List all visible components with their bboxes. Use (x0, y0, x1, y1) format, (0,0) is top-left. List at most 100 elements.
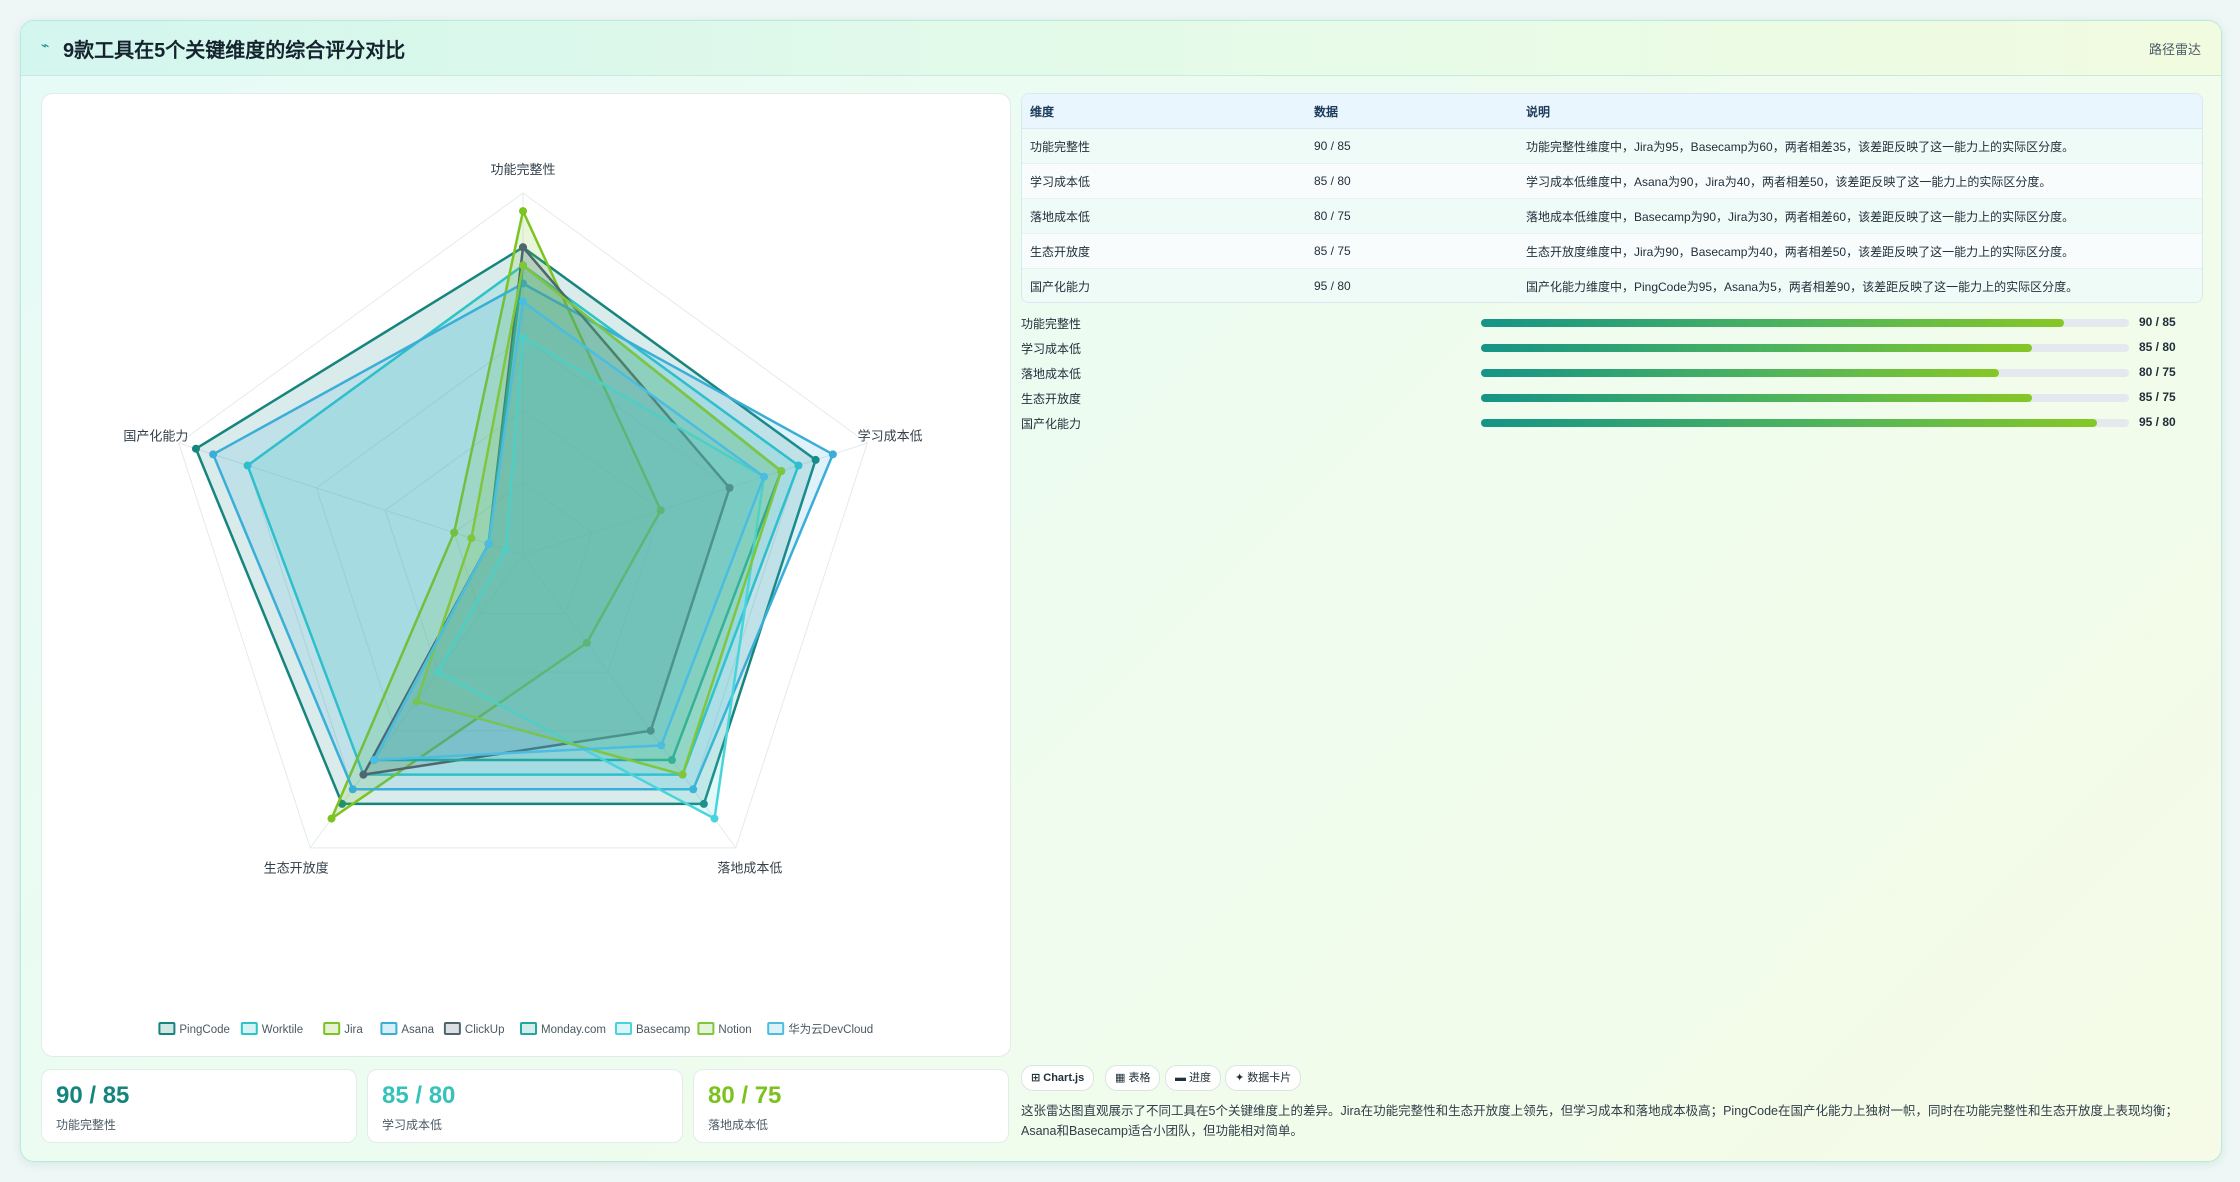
radar-point (359, 770, 368, 779)
radar-axis-label: 国产化能力 (123, 429, 188, 444)
radar-point (450, 528, 459, 537)
progress-label: 生态开放度 (1021, 392, 1082, 406)
legend-label: ClickUp (465, 1024, 505, 1036)
radar-point (519, 207, 527, 216)
header-bar: ⌁ 9款工具在5个关键维度的综合评分对比 路径雷达 (21, 21, 2221, 76)
column-header: 说明 (1518, 94, 2202, 129)
page-title: 9款工具在5个关键维度的综合评分对比 (63, 40, 406, 62)
legend-swatch (520, 1022, 537, 1035)
progress-row: 生态开放度 85 / 75 (1021, 388, 2201, 408)
radar-point (582, 638, 591, 647)
legend-label: Notion (718, 1024, 751, 1036)
progress-row: 国产化能力 95 / 80 (1021, 413, 2201, 433)
table-cell: 落地成本低 (1022, 198, 1306, 234)
legend-label: PingCode (179, 1024, 230, 1036)
legend-label: Monday.com (541, 1024, 606, 1036)
progress-row: 学习成本低 85 / 80 (1021, 338, 2201, 358)
kpi-cards: 90 / 85 功能完整性 85 / 80 学习成本低 80 / 75 落地成本… (41, 1069, 1009, 1143)
table-cell: 国产化能力 (1022, 268, 1306, 302)
radar-point (209, 450, 218, 459)
progress-bars: 功能完整性 90 / 85 学习成本低 85 / 80 落地成本低 80 / 75 生态开放… (1021, 313, 2201, 443)
data-table: 维度 数据 说明 功能完整性 90 / 85 功能完整性维度中，Jira为95，… (1022, 94, 2202, 302)
radar-point (348, 785, 357, 794)
legend-label: Worktile (262, 1024, 303, 1036)
table-cell: 国产化能力维度中，PingCode为95，Asana为5，两者相差90，该差距反… (1518, 268, 2202, 302)
radar-spoke (522, 442, 868, 556)
radar-point (501, 545, 510, 554)
radar-point (467, 534, 476, 543)
column-header: 维度 (1022, 94, 1306, 129)
radar-point (678, 770, 687, 779)
kpi-label: 学习成本低 (382, 1118, 443, 1132)
column-header: 数据 (1306, 94, 1518, 129)
kpi-card: 90 / 85 功能完整性 (41, 1069, 357, 1143)
radar-point (759, 472, 768, 481)
progress-fill (1481, 419, 2097, 427)
kpi-value: 80 / 75 (708, 1082, 782, 1109)
kpi-label: 落地成本低 (708, 1118, 769, 1132)
radar-series-area (415, 264, 783, 776)
radar-point (646, 726, 655, 735)
table-cell: 85 / 80 (1306, 163, 1518, 199)
table-cell: 85 / 75 (1306, 233, 1518, 269)
radar-point (667, 756, 676, 765)
progress-fill (1481, 319, 2065, 327)
radar-point (519, 297, 527, 306)
progress-row: 落地成本低 80 / 75 (1021, 363, 2201, 383)
progress-track (1481, 319, 2129, 327)
table-header-row: 维度 数据 说明 (1022, 94, 2202, 129)
progress-value: 80 / 75 (2139, 365, 2176, 379)
kpi-label: 功能完整性 (56, 1118, 117, 1132)
table-cell: 90 / 85 (1306, 128, 1518, 164)
radar-grid-ring (453, 481, 593, 615)
radar-point (710, 814, 719, 823)
radar-point (811, 455, 820, 464)
progress-label: 学习成本低 (1021, 342, 1082, 356)
kpi-value: 90 / 85 (56, 1082, 130, 1109)
radar-series-area (372, 300, 766, 762)
table-cell: 学习成本低 (1022, 163, 1306, 199)
radar-axis-label: 学习成本低 (858, 429, 923, 444)
radar-point (243, 461, 252, 470)
progress-fill (1481, 344, 2032, 352)
radar-point (370, 756, 379, 765)
radar-point (777, 467, 786, 476)
progress-label: 国产化能力 (1021, 417, 1082, 431)
table-row: 国产化能力 95 / 80 国产化能力维度中，PingCode为95，Asana… (1022, 268, 2202, 302)
view-chip[interactable]: ⊞ Chart.js (1021, 1065, 1095, 1091)
progress-value: 85 / 75 (2139, 390, 2176, 404)
progress-track (1481, 394, 2129, 402)
view-chip[interactable]: ✦ 数据卡片 (1225, 1065, 1302, 1091)
table-cell: 功能完整性维度中，Jira为95，Basecamp为60，两者相差35，该差距反… (1518, 128, 2202, 164)
progress-fill (1481, 394, 2032, 402)
view-chip[interactable]: ▬ 进度 (1165, 1065, 1222, 1091)
radar-point (191, 444, 200, 453)
progress-track (1481, 369, 2129, 377)
table-cell: 落地成本低维度中，Basecamp为90，Jira为30，两者相差60，该差距反… (1518, 198, 2202, 234)
radar-point (725, 483, 734, 492)
radar-axis-label: 落地成本低 (717, 860, 782, 875)
legend-swatch (615, 1022, 632, 1035)
table-row: 生态开放度 85 / 75 生态开放度维度中，Jira为90，Basecamp为… (1022, 233, 2202, 269)
legend-swatch (158, 1022, 176, 1035)
table-row: 功能完整性 90 / 85 功能完整性维度中，Jira为95，Basecamp为… (1022, 128, 2202, 164)
table-cell: 学习成本低维度中，Asana为90，Jira为40，两者相差50，该差距反映了这… (1518, 163, 2202, 199)
table-cell: 80 / 75 (1306, 198, 1518, 234)
legend-label: 华为云DevCloud (788, 1022, 873, 1036)
legend-label: Jira (344, 1024, 363, 1036)
radar-series-area (211, 282, 835, 791)
radar-point (519, 333, 527, 342)
table-row: 落地成本低 80 / 75 落地成本低维度中，Basecamp为90，Jira为… (1022, 198, 2202, 234)
table-cell: 功能完整性 (1022, 128, 1306, 164)
radar-point (338, 799, 347, 808)
radar-point (412, 697, 421, 706)
legend-swatch (697, 1022, 715, 1035)
progress-label: 功能完整性 (1021, 317, 1082, 331)
radar-point (828, 450, 837, 459)
view-chip[interactable]: ▦ 表格 (1105, 1065, 1161, 1091)
table-row: 学习成本低 85 / 80 学习成本低维度中，Asana为90，Jira为40，… (1022, 163, 2202, 199)
radar-spoke (522, 554, 737, 849)
progress-value: 90 / 85 (2139, 315, 2176, 329)
radar-point (519, 243, 527, 252)
table-cell: 95 / 80 (1306, 268, 1518, 302)
